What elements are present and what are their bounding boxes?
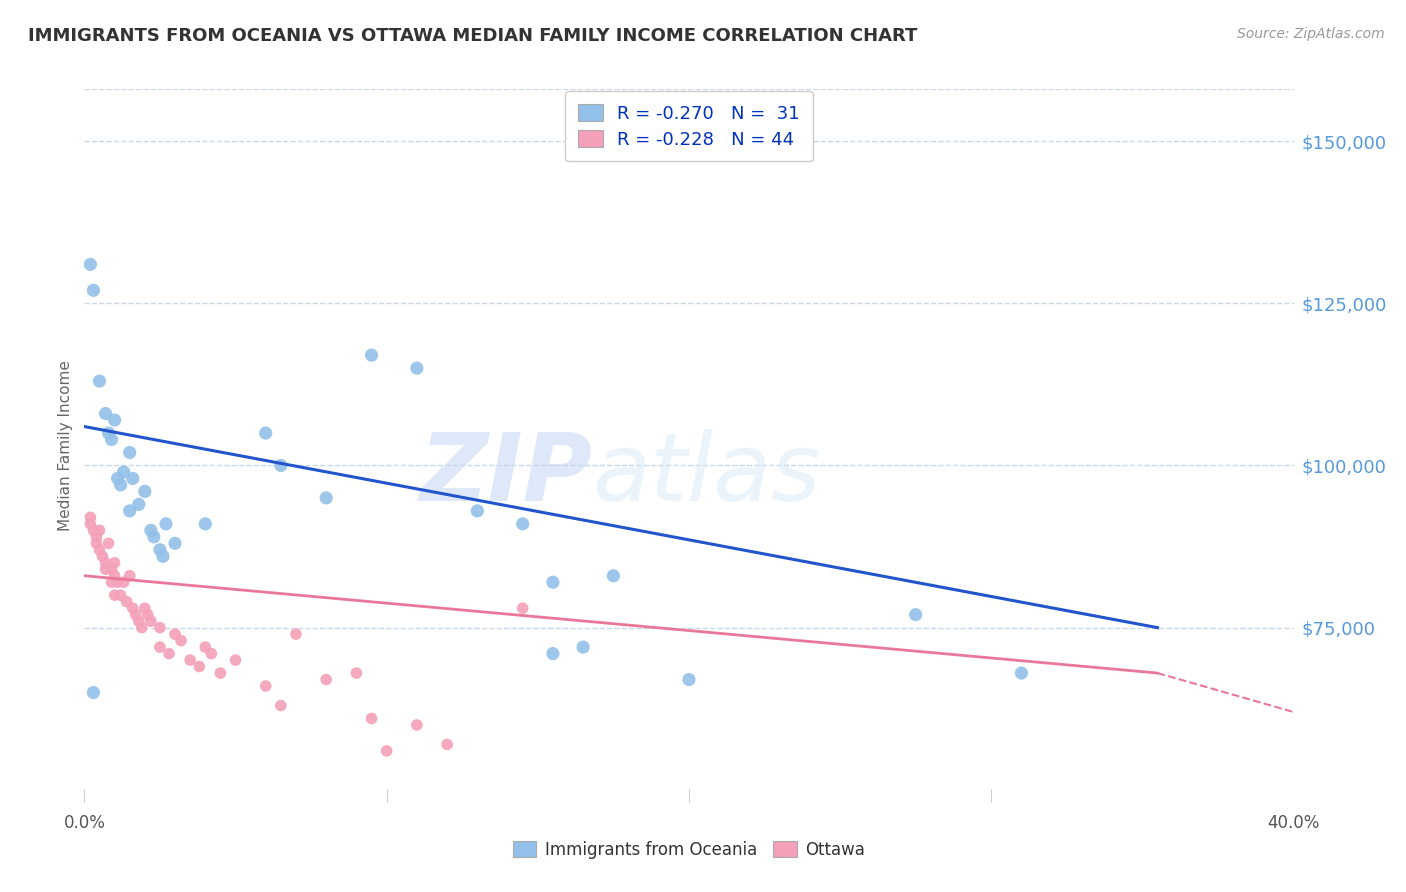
Point (89, 524, 111, 538)
Point (94, 556, 117, 570)
Point (110, 588, 132, 602)
Point (104, 568, 127, 582)
Point (112, 465, 135, 479)
Point (406, 718, 429, 732)
Point (436, 738, 458, 752)
Point (131, 621, 153, 635)
Point (139, 614, 162, 628)
Point (79, 257, 101, 271)
Point (541, 575, 564, 590)
Point (285, 627, 308, 641)
Point (118, 568, 141, 582)
Point (602, 568, 624, 582)
Point (188, 659, 211, 673)
Point (346, 666, 368, 681)
Point (100, 562, 122, 576)
Point (134, 484, 156, 499)
Point (82, 524, 104, 538)
Point (79, 516, 101, 531)
Point (94, 562, 117, 576)
Point (512, 601, 534, 615)
Point (100, 433, 122, 447)
Point (139, 524, 162, 538)
Point (97, 536, 120, 550)
Point (406, 361, 429, 376)
Point (89, 542, 111, 557)
Point (149, 542, 172, 557)
Point (541, 647, 564, 661)
Point (91, 549, 114, 564)
Text: Source: ZipAtlas.com: Source: ZipAtlas.com (1237, 27, 1385, 41)
Point (225, 653, 247, 667)
Point (155, 516, 177, 531)
Point (165, 627, 187, 641)
Point (110, 478, 132, 492)
Point (200, 647, 222, 661)
Point (179, 653, 201, 667)
Point (375, 744, 398, 758)
Point (104, 556, 127, 570)
Point (572, 640, 595, 654)
Point (360, 348, 382, 362)
Point (136, 607, 159, 622)
Legend: Immigrants from Oceania, Ottawa: Immigrants from Oceania, Ottawa (506, 835, 872, 866)
Point (82, 685, 104, 699)
Point (121, 601, 143, 615)
Point (360, 711, 382, 725)
Point (121, 471, 143, 485)
Point (107, 575, 129, 590)
Point (112, 575, 135, 590)
Point (270, 698, 292, 713)
Text: atlas: atlas (592, 429, 821, 520)
Point (194, 516, 217, 531)
Point (512, 516, 534, 531)
Point (270, 458, 292, 473)
Point (128, 614, 150, 628)
Point (104, 413, 127, 427)
Point (125, 607, 148, 622)
Point (678, 673, 700, 687)
Point (194, 640, 217, 654)
Text: ZIP: ZIP (419, 428, 592, 521)
Point (115, 595, 138, 609)
Point (254, 425, 277, 440)
Y-axis label: Median Family Income: Median Family Income (58, 360, 73, 532)
Point (254, 679, 277, 693)
Point (86, 536, 108, 550)
Point (128, 497, 150, 511)
Point (170, 633, 193, 648)
Point (79, 510, 101, 524)
Point (149, 621, 172, 635)
Point (315, 673, 337, 687)
Point (315, 491, 337, 505)
Point (86, 530, 108, 544)
Point (157, 647, 180, 661)
Point (118, 445, 141, 459)
Point (165, 536, 187, 550)
Point (134, 601, 156, 615)
Point (152, 549, 174, 564)
Point (104, 588, 127, 602)
Point (1011, 666, 1033, 681)
Point (118, 504, 141, 518)
Point (100, 575, 122, 590)
Point (97, 425, 120, 440)
Point (904, 607, 927, 622)
Point (209, 666, 232, 681)
Point (142, 530, 165, 544)
Point (94, 407, 117, 421)
Point (107, 471, 129, 485)
Point (467, 504, 489, 518)
Point (82, 283, 104, 297)
Point (149, 640, 172, 654)
Text: IMMIGRANTS FROM OCEANIA VS OTTAWA MEDIAN FAMILY INCOME CORRELATION CHART: IMMIGRANTS FROM OCEANIA VS OTTAWA MEDIAN… (28, 27, 918, 45)
Point (89, 374, 111, 388)
